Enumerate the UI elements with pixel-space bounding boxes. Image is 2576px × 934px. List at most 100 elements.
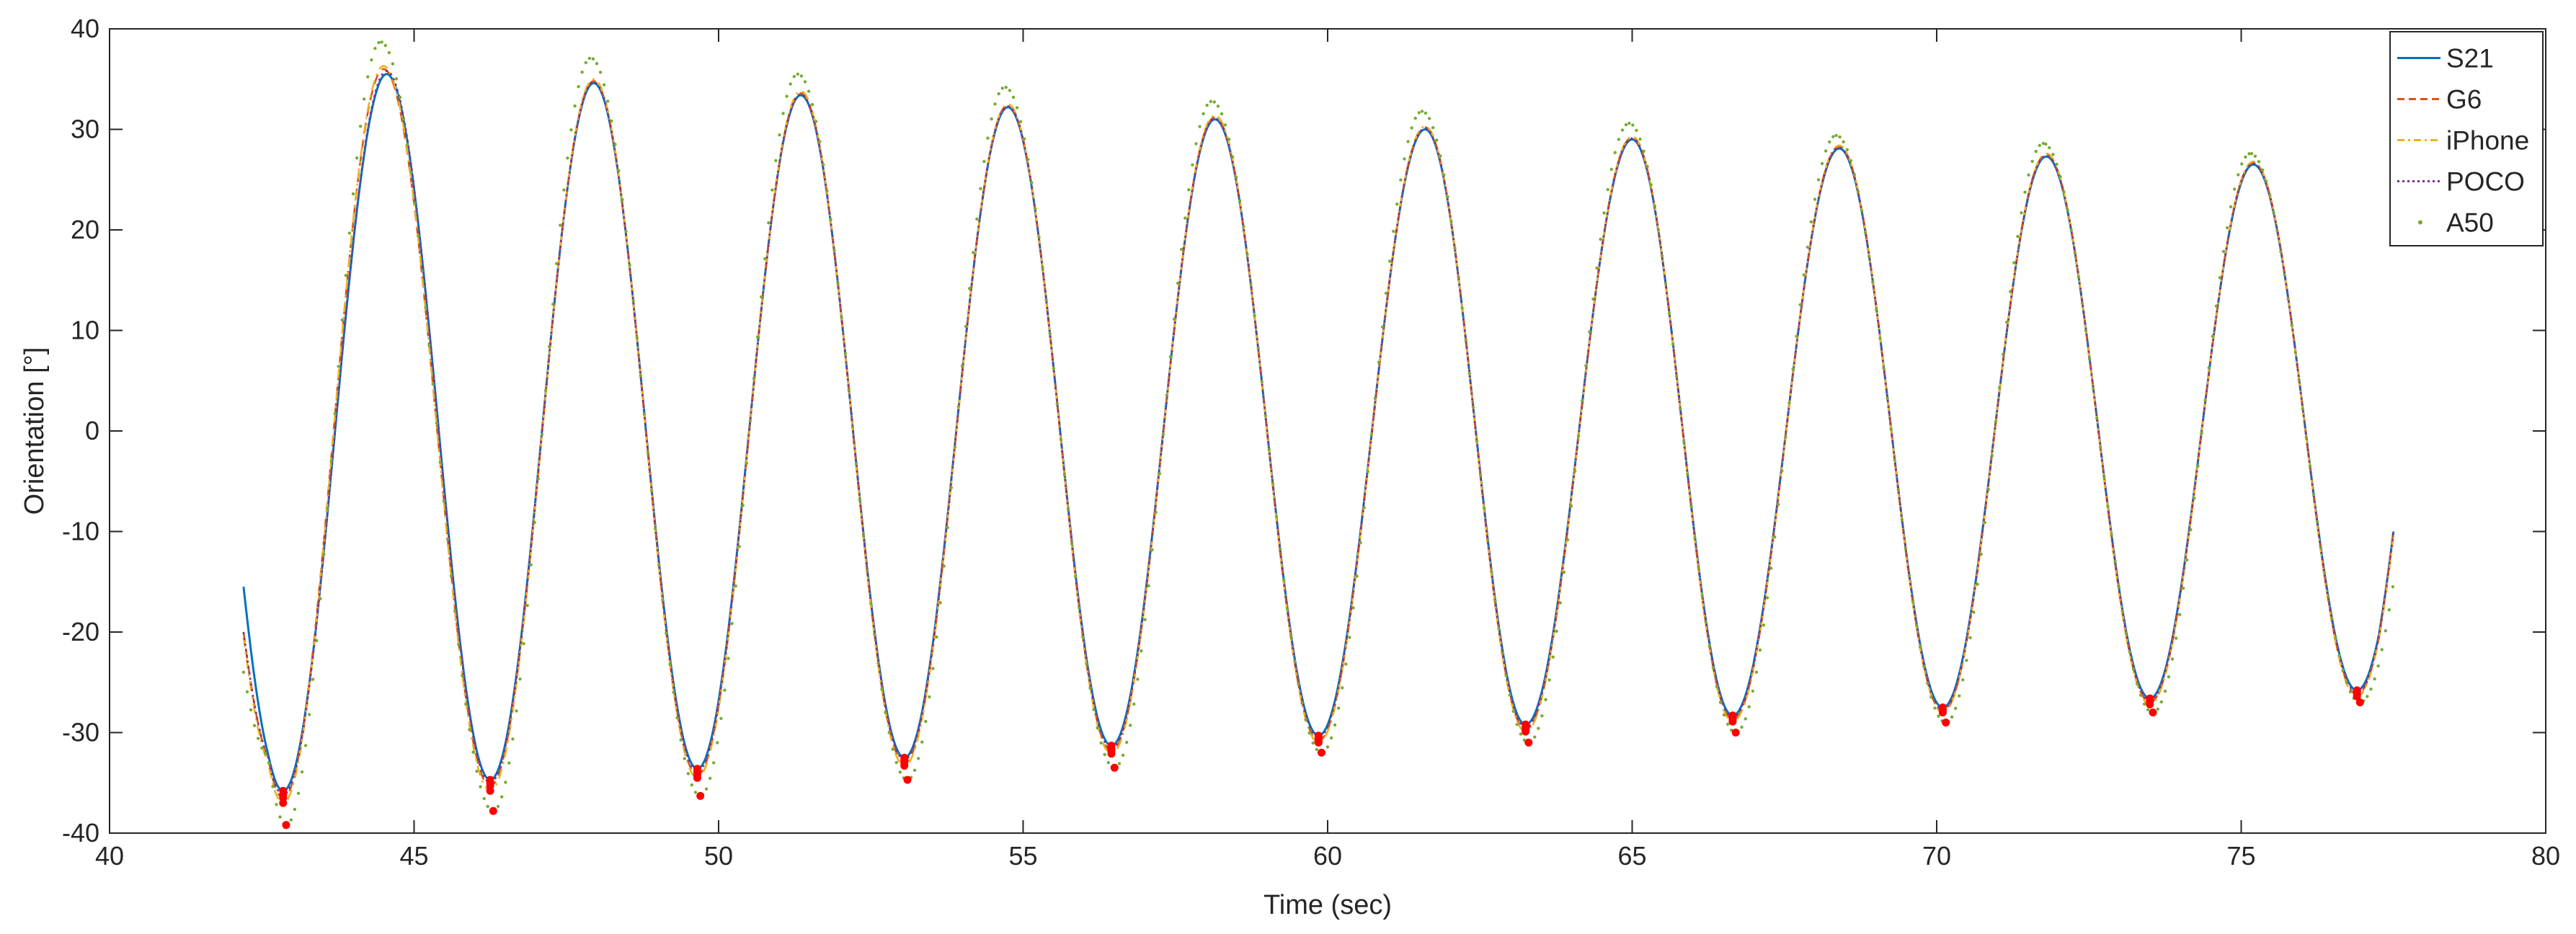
trough-marker (2146, 696, 2154, 705)
a50-data-point (2135, 682, 2139, 685)
a50-data-point (340, 318, 344, 322)
a50-data-point (1256, 346, 1260, 350)
a50-data-point (2095, 416, 2099, 420)
a50-data-point (2200, 431, 2203, 435)
a50-data-point (1183, 216, 1187, 220)
a50-data-point (1427, 117, 1431, 120)
trough-marker (1318, 748, 1325, 757)
a50-data-point (818, 140, 822, 143)
a50-data-point (1802, 273, 1806, 277)
a50-data-point (1490, 569, 1493, 574)
a50-data-point (1055, 402, 1060, 406)
a50-data-point (373, 47, 377, 50)
a50-data-point (986, 136, 990, 140)
a50-data-point (2182, 587, 2185, 590)
a50-data-point (1205, 103, 1209, 107)
a50-data-point (1403, 157, 1406, 161)
a50-data-point (1569, 504, 1573, 508)
a50-data-point (2034, 149, 2038, 154)
a50-data-point (617, 169, 621, 172)
a50-data-point (2214, 304, 2219, 308)
trough-marker (2355, 698, 2364, 707)
a50-data-point (1551, 655, 1555, 659)
legend-box (2389, 31, 2544, 246)
a50-data-point (398, 95, 402, 99)
a50-data-point (2159, 700, 2163, 704)
a50-data-point (1431, 125, 1435, 130)
trough-marker (2353, 688, 2361, 697)
a50-data-point (1377, 360, 1381, 364)
a50-data-point (580, 70, 584, 74)
legend-label: iPhone (2446, 126, 2529, 156)
a50-data-point (613, 143, 617, 146)
a50-data-point (1533, 735, 1537, 739)
a50-data-point (1132, 702, 1136, 706)
a50-data-point (1780, 469, 1784, 473)
a50-data-point (2366, 695, 2369, 698)
a50-data-point (1158, 472, 1162, 476)
y-tick-label: 40 (71, 14, 99, 43)
a50-data-point (391, 62, 395, 66)
a50-data-point (1212, 100, 1217, 104)
trough-marker (1522, 724, 1530, 731)
a50-data-point (836, 282, 840, 285)
trough-marker (1731, 729, 1740, 737)
a50-data-point (1231, 155, 1235, 159)
a50-data-point (1754, 670, 1759, 674)
a50-data-point (435, 422, 438, 425)
a50-data-point (496, 804, 500, 809)
y-tick-label: -10 (62, 517, 99, 546)
a50-data-point (1627, 121, 1631, 125)
a50-data-point (1129, 724, 1132, 727)
a50-data-point (2272, 210, 2275, 213)
a50-data-point (2142, 702, 2146, 706)
a50-data-point (1907, 574, 1911, 578)
y-tick-label: 0 (85, 416, 99, 445)
a50-data-point (322, 553, 326, 556)
trough-marker (486, 778, 494, 787)
a50-data-point (2387, 608, 2391, 612)
a50-data-point (1649, 183, 1653, 187)
a50-data-point (1161, 432, 1165, 437)
a50-data-point (1700, 594, 1704, 597)
a50-data-point (2128, 650, 2132, 654)
a50-data-point (2301, 407, 2304, 411)
a50-data-point (1267, 448, 1271, 452)
a50-data-point (1493, 599, 1497, 602)
a50-data-point (547, 344, 551, 349)
a50-data-point (990, 117, 993, 121)
a50-data-point (2138, 693, 2143, 697)
a50-data-point (946, 525, 949, 530)
a50-data-point (2131, 667, 2136, 671)
a50-data-point (1282, 578, 1286, 582)
a50-data-point (1679, 407, 1682, 411)
a50-data-point (1896, 488, 1900, 492)
a50-data-point (468, 728, 471, 731)
a50-data-point (639, 374, 642, 378)
a50-data-point (2113, 560, 2117, 564)
a50-data-point (774, 159, 778, 162)
a50-data-point (1929, 695, 1933, 699)
a50-data-point (507, 761, 511, 765)
a50-data-point (409, 171, 413, 174)
a50-data-point (2376, 664, 2380, 668)
a50-data-point (515, 709, 518, 713)
a50-data-point (2341, 668, 2345, 672)
a50-data-point (789, 82, 792, 86)
a50-data-point (413, 201, 417, 205)
a50-data-point (366, 75, 370, 79)
a50-data-point (1791, 368, 1795, 371)
a50-data-point (1656, 228, 1660, 231)
a50-data-point (438, 461, 442, 464)
a50-data-point (723, 688, 727, 692)
a50-data-point (807, 89, 811, 93)
a50-data-point (1154, 510, 1158, 514)
a50-data-point (2279, 249, 2283, 254)
a50-data-point (858, 499, 862, 502)
a50-data-point (2240, 162, 2244, 166)
a50-data-point (1562, 570, 1566, 574)
a50-data-point (920, 740, 924, 744)
a50-data-point (2041, 141, 2046, 146)
a50-data-point (1406, 140, 1410, 143)
a50-data-point (2345, 680, 2348, 685)
